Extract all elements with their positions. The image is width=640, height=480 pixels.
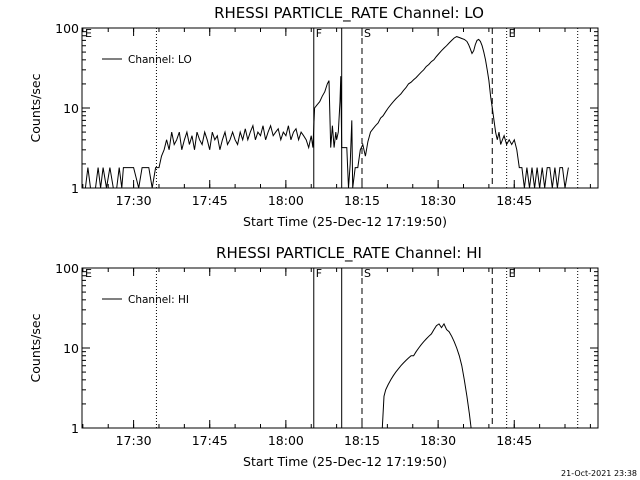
lo-marker-letter: S	[364, 27, 371, 40]
lo-y-tick-label: 10	[63, 101, 79, 116]
lo-x-tick-label: 17:30	[116, 193, 152, 208]
hi-y-tick-label: 100	[55, 261, 79, 276]
hi-panel-title: RHESSI PARTICLE_RATE Channel: HI	[216, 244, 482, 263]
hi-marker-letter: E	[509, 267, 516, 280]
lo-y-tick-label: 1	[71, 181, 79, 196]
generation-timestamp: 21-Oct-2021 23:38	[561, 469, 637, 478]
hi-y-tick-label: 1	[71, 421, 79, 436]
lo-x-tick-label: 18:15	[344, 193, 380, 208]
lo-legend-label: Channel: LO	[128, 54, 192, 66]
lo-series-line	[84, 36, 569, 189]
lo-x-tick-label: 18:00	[268, 193, 304, 208]
hi-y-axis-label: Counts/sec	[28, 313, 43, 382]
hi-series-line	[381, 322, 472, 429]
lo-y-tick-label: 100	[55, 21, 79, 36]
hi-x-tick-label: 18:00	[268, 433, 304, 448]
hi-x-tick-label: 17:30	[116, 433, 152, 448]
hi-marker-letter: S	[364, 267, 371, 280]
hi-x-tick-label: 18:15	[344, 433, 380, 448]
lo-x-tick-label: 18:45	[496, 193, 532, 208]
hi-x-tick-label: 18:45	[496, 433, 532, 448]
hi-plot-frame	[81, 267, 599, 429]
hi-marker-letter: F	[316, 267, 322, 280]
lo-panel-title: RHESSI PARTICLE_RATE Channel: LO	[214, 4, 484, 23]
lo-marker-letter: E	[509, 27, 516, 40]
hi-x-tick-label: 17:45	[192, 433, 228, 448]
hi-marker-letter: E	[85, 267, 92, 280]
lo-y-axis-label: Counts/sec	[28, 73, 43, 142]
hi-x-axis-label: Start Time (25-Dec-12 17:19:50)	[243, 454, 447, 469]
hi-x-tick-label: 18:30	[420, 433, 456, 448]
lo-x-tick-label: 17:45	[192, 193, 228, 208]
hi-legend-label: Channel: HI	[128, 294, 189, 306]
hi-channel-panel: RHESSI PARTICLE_RATE Channel: HI Counts/…	[28, 244, 599, 469]
lo-channel-panel: RHESSI PARTICLE_RATE Channel: LO Counts/…	[28, 4, 599, 229]
hi-y-tick-label: 10	[63, 341, 79, 356]
lo-marker-letter: E	[85, 27, 92, 40]
lo-x-axis-label: Start Time (25-Dec-12 17:19:50)	[243, 214, 447, 229]
lo-marker-letter: F	[316, 27, 322, 40]
lo-x-tick-label: 18:30	[420, 193, 456, 208]
